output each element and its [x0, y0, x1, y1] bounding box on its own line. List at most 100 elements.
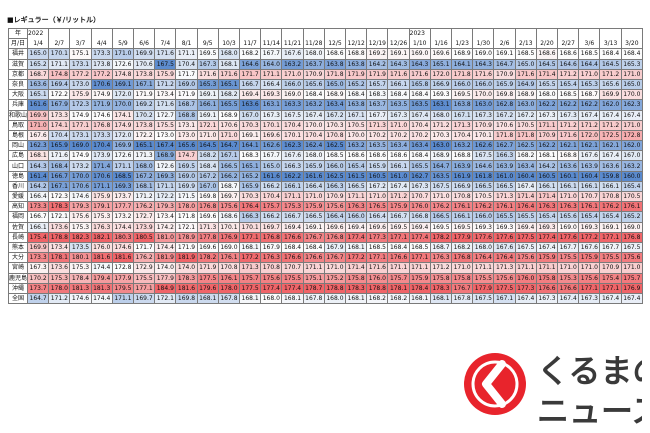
cell: 167.2 — [366, 180, 389, 193]
cell: 165.6 — [599, 78, 622, 91]
cell: 166.5 — [493, 180, 516, 193]
cell: 171.9 — [175, 241, 198, 254]
year-cell — [451, 27, 474, 39]
cell: 171.9 — [345, 68, 368, 80]
cell: 169.6 — [260, 129, 283, 142]
cell: 172.6 — [111, 150, 135, 162]
cell: 164.2 — [26, 180, 50, 193]
cell: 170.0 — [111, 99, 135, 111]
cell: 163.0 — [472, 99, 495, 111]
cell: 176.0 — [514, 272, 537, 284]
date: 2/6 — [493, 38, 516, 50]
cell: 170.9 — [493, 68, 516, 80]
cell: 181.9 — [154, 252, 177, 264]
cell: 165.1 — [217, 78, 241, 91]
cell: 167.4 — [578, 109, 601, 121]
cell: 169.6 — [196, 211, 219, 223]
cell: 168.1 — [429, 292, 453, 305]
cell: 162.1 — [578, 140, 601, 152]
cell: 165.5 — [217, 99, 241, 111]
cell: 171.7 — [133, 241, 156, 254]
cell: 176.9 — [217, 231, 241, 243]
data-row: 滋賀 165.2 171.1 173.1 173.8 172.6 170.6 167.5 170… — [8, 58, 644, 70]
cell: 175.6 — [620, 252, 644, 264]
cell: 177.5 — [196, 272, 219, 284]
cell: 175.6 — [514, 252, 537, 264]
cell: 171.1 — [111, 292, 135, 305]
data-row: 香川 164.2 167.1 170.6 171.1 169.3 168.1 171.1 169… — [8, 180, 644, 193]
logo-ring — [471, 360, 519, 408]
row-label: 山口 — [8, 160, 28, 172]
cell: 168.0 — [302, 48, 325, 60]
cell: 168.4 — [48, 160, 71, 172]
cell: 165.0 — [323, 78, 347, 91]
cell: 168.2 — [196, 150, 219, 162]
cell: 173.3 — [90, 129, 113, 142]
cell: 175.8 — [345, 272, 368, 284]
cell: 166.1 — [387, 78, 410, 91]
cell: 162.1 — [599, 140, 622, 152]
cell: 168.6 — [535, 48, 559, 60]
cell: 161.4 — [26, 170, 50, 182]
cell: 167.4 — [599, 150, 622, 162]
date: 2/20 — [535, 38, 559, 50]
year-cell — [493, 27, 516, 39]
cell: 172.7 — [133, 211, 156, 223]
cell: 171.3 — [196, 221, 219, 233]
cell: 164.7 — [493, 58, 516, 70]
cell: 163.8 — [345, 58, 368, 70]
cell: 169.1 — [599, 221, 622, 233]
cell: 167.1 — [493, 292, 516, 305]
cell: 160.5 — [535, 170, 559, 182]
cell: 167.5 — [281, 109, 304, 121]
cell: 170.4 — [48, 129, 71, 142]
cell: 168.0 — [472, 241, 495, 254]
cell: 171.0 — [281, 68, 304, 80]
cell: 176.1 — [620, 201, 644, 213]
cell: 164.7 — [26, 292, 50, 305]
cell: 167.5 — [429, 180, 453, 193]
cell: 167.2 — [514, 109, 537, 121]
cell: 171.8 — [514, 129, 537, 142]
date: 12/26 — [387, 38, 410, 50]
cell: 171.6 — [472, 68, 495, 80]
cell: 165.3 — [196, 78, 219, 91]
cell: 174.4 — [90, 292, 113, 305]
cell: 176.0 — [90, 241, 113, 254]
cell: 172.5 — [599, 129, 622, 142]
data-row: 京都 168.7 174.8 177.2 177.2 174.8 173.8 175.9 171… — [8, 68, 644, 80]
cell: 171.4 — [535, 68, 559, 80]
cell: 165.0 — [620, 78, 644, 91]
cell: 170.9 — [302, 68, 325, 80]
cell: 174.9 — [90, 89, 113, 101]
cell: 175.7 — [260, 201, 283, 213]
date: 11/28 — [302, 38, 325, 50]
cell: 168.1 — [217, 58, 241, 70]
cell: 170.6 — [133, 58, 156, 70]
cell: 168.2 — [514, 150, 537, 162]
cell: 178.4 — [408, 282, 431, 294]
cell: 162.2 — [557, 99, 580, 111]
cell: 165.4 — [620, 180, 644, 193]
cell: 171.3 — [366, 119, 389, 131]
cell: 167.0 — [620, 150, 644, 162]
cell: 163.7 — [366, 99, 389, 111]
date: 11/7 — [239, 38, 262, 50]
cell: 175.8 — [451, 272, 474, 284]
cell: 168.7 — [175, 99, 198, 111]
cell: 170.6 — [90, 170, 113, 182]
cell: 168.6 — [217, 211, 241, 223]
row-label: 高知 — [8, 201, 28, 213]
cell: 176.3 — [90, 221, 113, 233]
cell: 173.4 — [154, 89, 177, 101]
row-label: 宮崎 — [8, 262, 28, 274]
cell: 174.2 — [154, 221, 177, 233]
row-label: 全国 — [8, 292, 28, 305]
cell: 166.7 — [48, 170, 71, 182]
year-cell — [90, 27, 113, 39]
cell: 167.5 — [154, 58, 177, 70]
year-cell — [387, 27, 410, 39]
cell: 167.1 — [451, 109, 474, 121]
cell: 168.1 — [408, 292, 431, 305]
year-cell — [514, 27, 537, 39]
